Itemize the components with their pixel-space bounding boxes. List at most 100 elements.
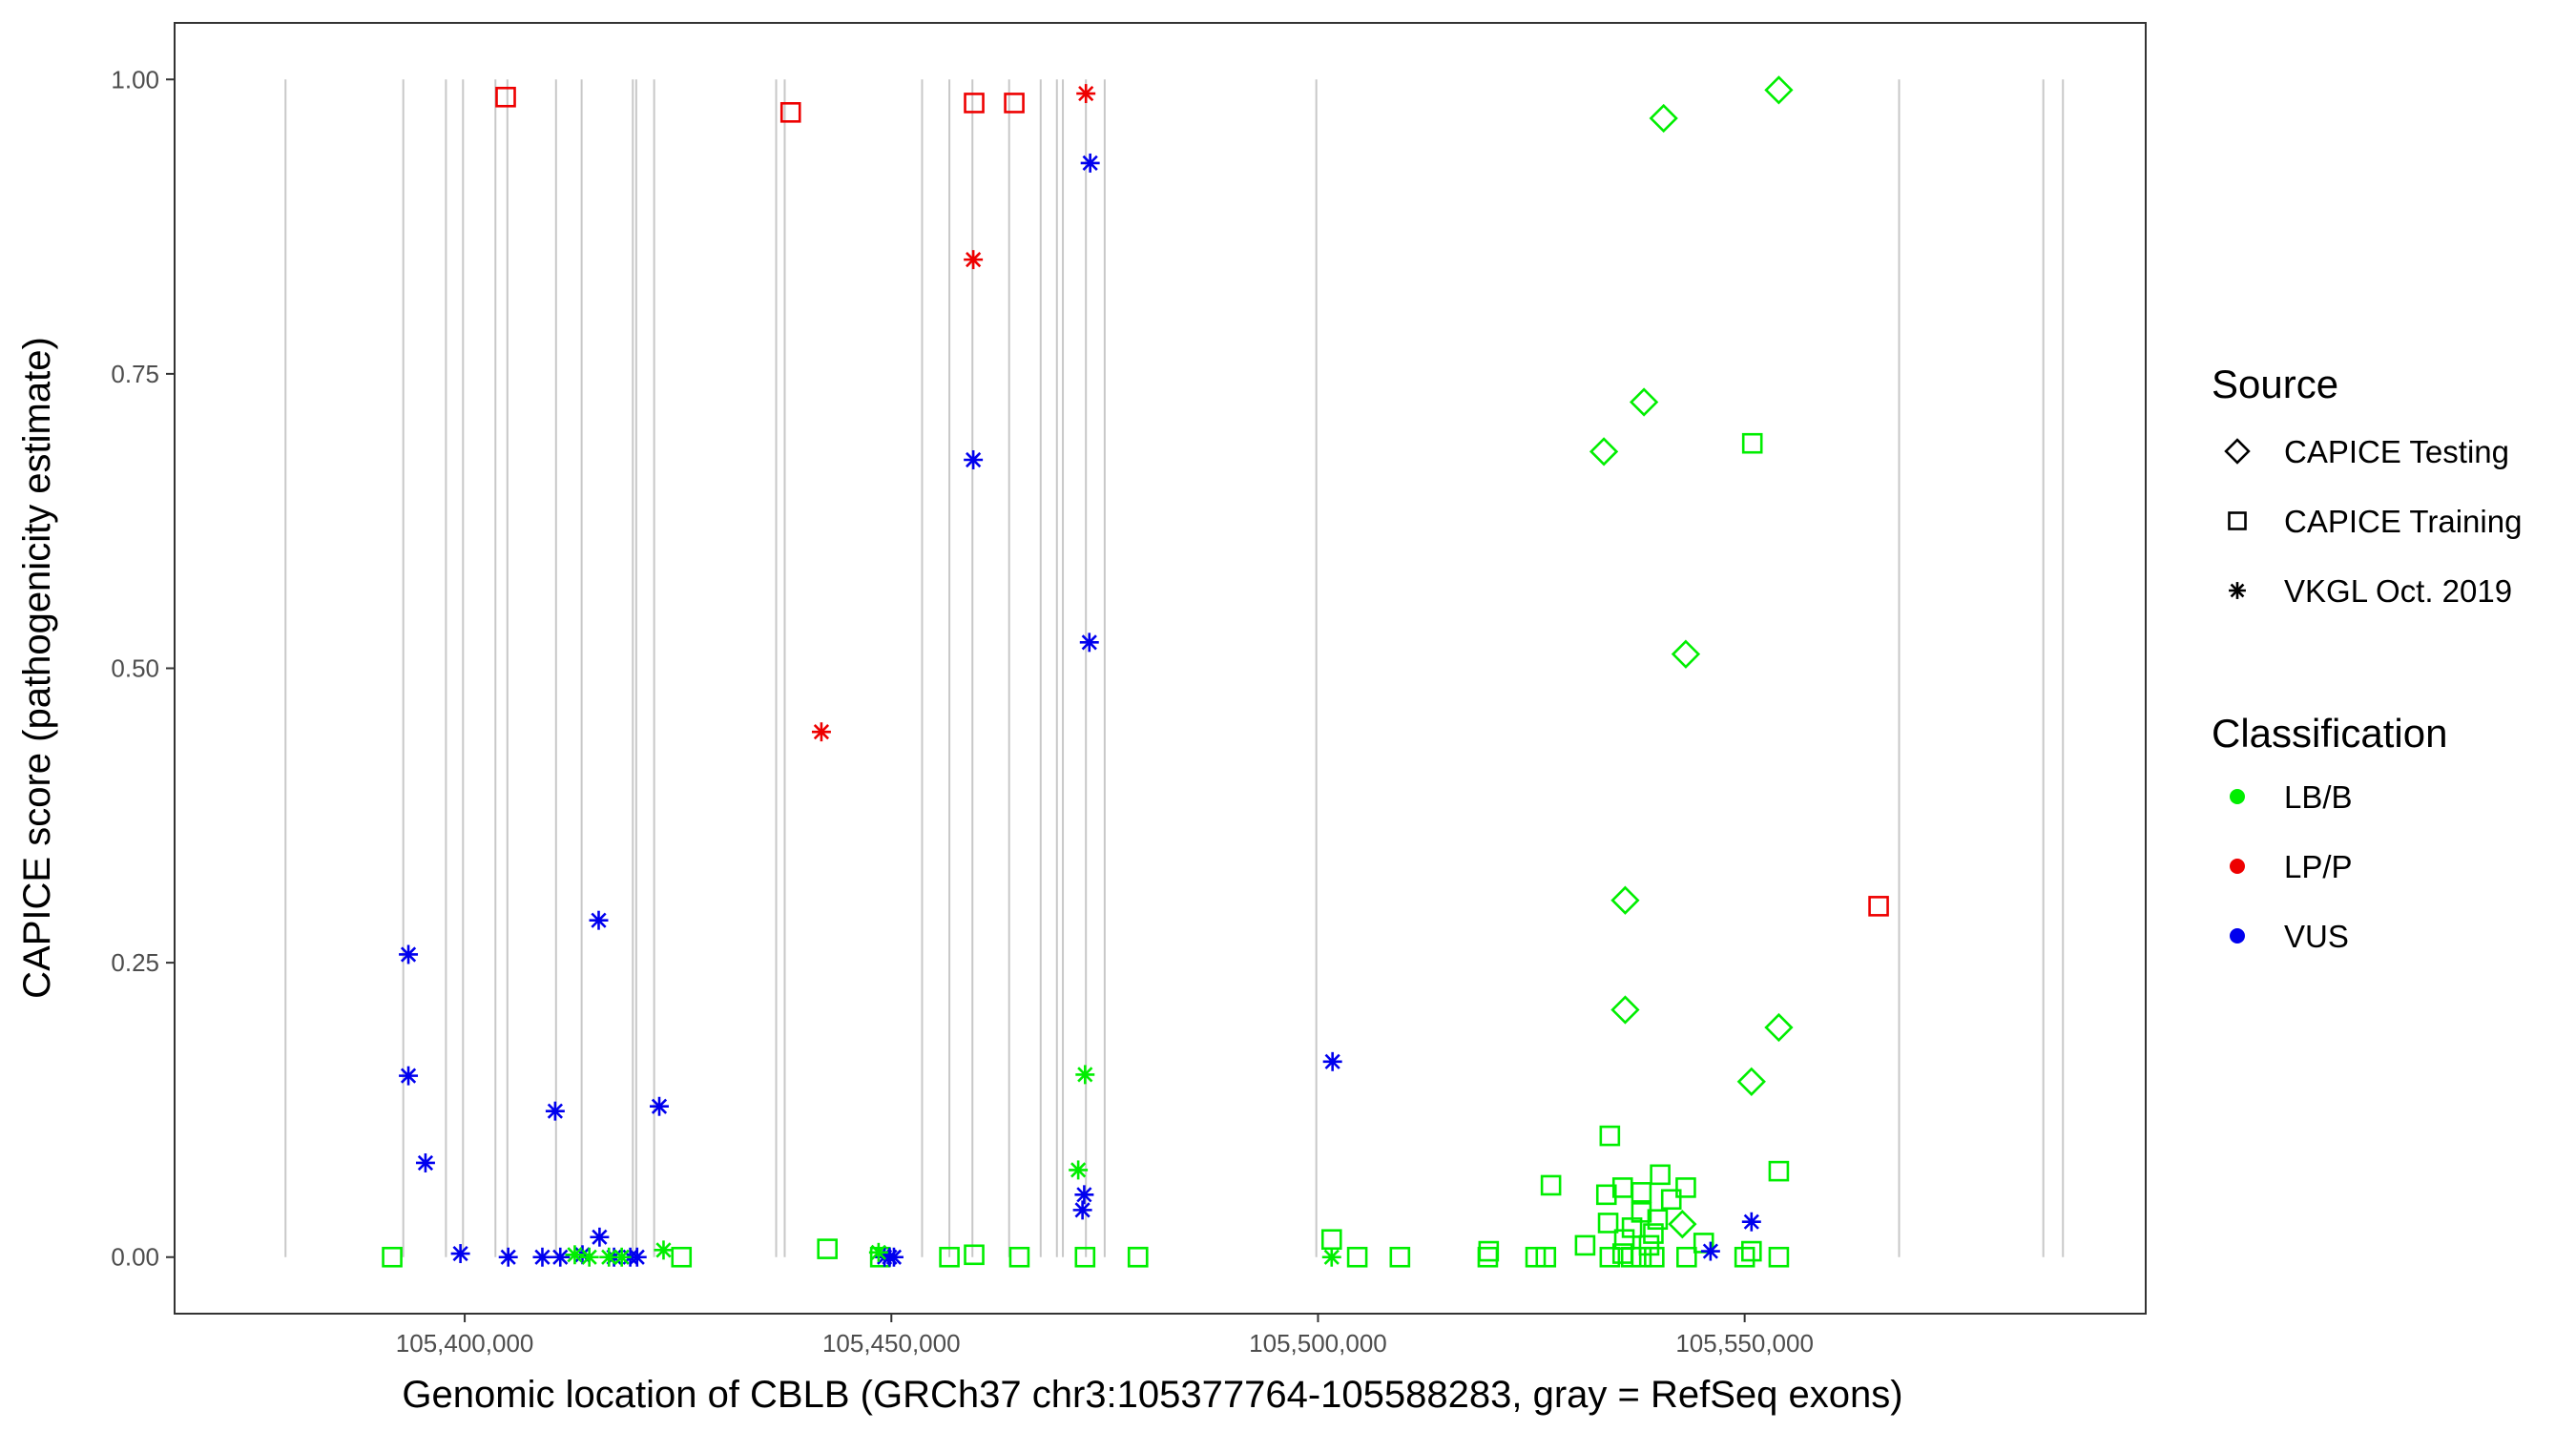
data-point [1741, 432, 1763, 454]
data-point [964, 250, 984, 270]
data-point [415, 1153, 435, 1172]
legend-label: VUS [2284, 919, 2349, 954]
data-point [1734, 1246, 1755, 1268]
data-point [1599, 1246, 1621, 1268]
legend-label: LP/P [2284, 849, 2353, 884]
x-axis: 105,400,000 105,450,000 105,500,000 105,550… [396, 1314, 1814, 1358]
data-point [1478, 1240, 1500, 1262]
data-point [1868, 896, 1889, 917]
data-point [1649, 103, 1678, 134]
data-point [1660, 1189, 1682, 1211]
data-point [612, 1247, 632, 1267]
data-point [1074, 1246, 1096, 1268]
data-point [1629, 387, 1659, 417]
data-point [545, 1101, 565, 1121]
data-point [589, 910, 609, 930]
data-point [565, 1245, 585, 1265]
legend-key-square [2228, 511, 2247, 530]
data-point [1389, 1246, 1411, 1268]
data-point [399, 1066, 419, 1086]
legend-label: VKGL Oct. 2019 [2284, 573, 2512, 609]
data-point [671, 1246, 693, 1268]
legend-key-asterisk [2229, 582, 2246, 599]
data-point [1631, 1182, 1652, 1203]
data-point [579, 1247, 599, 1267]
y-tick-label: 1.00 [111, 65, 159, 93]
legend-title-source: Source [2212, 362, 2338, 406]
data-point [1741, 1212, 1761, 1232]
data-point [1080, 153, 1100, 173]
data-point [1643, 1223, 1664, 1244]
data-point [964, 1244, 985, 1266]
data-point [1764, 75, 1794, 105]
y-tick-label: 0.25 [111, 948, 159, 977]
data-point [1008, 1246, 1030, 1268]
data-point [1610, 995, 1640, 1025]
legend: Source CAPICE Testing CAPICE Training VKGL… [2212, 362, 2522, 954]
data-point [1700, 1241, 1720, 1261]
data-point [654, 1240, 674, 1260]
data-point [1072, 1200, 1092, 1220]
legend-label: LB/B [2284, 779, 2353, 815]
legend-source-items: CAPICE Testing CAPICE Training VKGL Oct. 2… [2224, 434, 2522, 609]
data-point [964, 93, 985, 114]
data-point [1741, 1240, 1762, 1262]
data-point [1644, 1246, 1665, 1268]
legend-key-dot [2230, 928, 2245, 944]
data-point [883, 1247, 904, 1267]
data-point [551, 1247, 571, 1267]
data-point [498, 1247, 518, 1267]
data-points [382, 75, 1889, 1268]
data-point [650, 1096, 669, 1116]
data-point [1768, 1246, 1790, 1268]
data-point [1075, 1065, 1095, 1085]
data-point [1322, 1051, 1342, 1071]
x-tick-label: 105,550,000 [1675, 1329, 1814, 1358]
data-point [382, 1246, 403, 1268]
data-point [1074, 1185, 1094, 1205]
exon-lines [284, 79, 2065, 1257]
data-point [1069, 1160, 1089, 1180]
data-point [1574, 1234, 1596, 1256]
data-point [1477, 1246, 1499, 1268]
legend-label: CAPICE Testing [2284, 434, 2509, 469]
data-point [817, 1238, 838, 1259]
data-point [1675, 1177, 1696, 1198]
legend-key-dot [2230, 789, 2245, 804]
data-point [590, 1227, 610, 1247]
x-axis-title: Genomic location of CBLB (GRCh37 chr3:10… [402, 1374, 1902, 1416]
data-point [1668, 1210, 1697, 1239]
data-point [1599, 1125, 1621, 1147]
legend-key-dot [2230, 859, 2245, 874]
data-point [1127, 1246, 1149, 1268]
data-point [1650, 1164, 1671, 1186]
data-point [1079, 633, 1099, 653]
data-point [1321, 1247, 1341, 1267]
y-axis-title: CAPICE score (pathogenicity estimate) [16, 337, 58, 999]
data-point [1127, 1246, 1149, 1268]
data-point [1621, 1217, 1643, 1238]
data-point [1736, 1067, 1766, 1096]
data-point [1671, 639, 1701, 669]
data-point [868, 1242, 888, 1262]
data-point [1610, 885, 1640, 915]
data-point [399, 944, 419, 964]
x-tick-label: 105,500,000 [1249, 1329, 1387, 1358]
data-point [532, 1247, 552, 1267]
data-point [1647, 1209, 1669, 1231]
plot-panel-border [174, 22, 2147, 1315]
x-tick-label: 105,450,000 [822, 1329, 961, 1358]
data-point [1611, 1243, 1633, 1264]
x-tick-label: 105,400,000 [396, 1329, 534, 1358]
legend-label: CAPICE Training [2284, 504, 2522, 539]
data-point [1595, 1184, 1617, 1206]
y-tick-label: 0.50 [111, 654, 159, 683]
data-point [1004, 93, 1025, 114]
data-point [939, 1246, 960, 1268]
legend-title-classification: Classification [2212, 711, 2447, 756]
data-point [1320, 1229, 1342, 1251]
y-axis: 0.00 0.25 0.50 0.75 1.00 [111, 65, 175, 1272]
data-point [779, 102, 801, 123]
data-point [964, 450, 984, 469]
